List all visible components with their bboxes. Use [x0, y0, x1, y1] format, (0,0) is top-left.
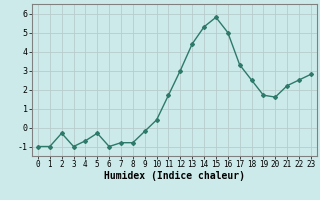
X-axis label: Humidex (Indice chaleur): Humidex (Indice chaleur): [104, 171, 245, 181]
